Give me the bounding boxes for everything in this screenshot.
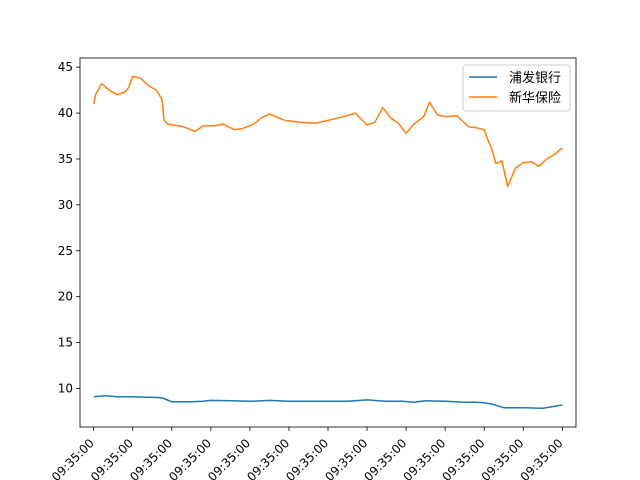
x-axis: 09:35:0009:35:0009:35:0009:35:0009:35:00… <box>49 427 566 480</box>
legend-label: 新华保险 <box>509 90 561 106</box>
series-line-0 <box>93 395 563 409</box>
y-tick-label: 30 <box>58 198 73 212</box>
y-tick-label: 35 <box>58 152 73 166</box>
y-tick-label: 45 <box>58 60 73 74</box>
x-tick-label: 09:35:00 <box>518 436 566 480</box>
series-layer <box>92 75 563 409</box>
plot-frame <box>79 57 577 428</box>
y-tick-label: 25 <box>58 244 73 258</box>
legend-label: 浦发银行 <box>509 70 561 86</box>
y-axis: 10 15 20 25 30 35 40 45 <box>58 60 80 395</box>
y-tick-label: 20 <box>58 290 73 304</box>
y-tick-label: 40 <box>58 106 73 120</box>
y-tick-label: 15 <box>58 336 73 350</box>
series-line-1 <box>92 75 563 188</box>
y-tick-label: 10 <box>58 381 73 395</box>
